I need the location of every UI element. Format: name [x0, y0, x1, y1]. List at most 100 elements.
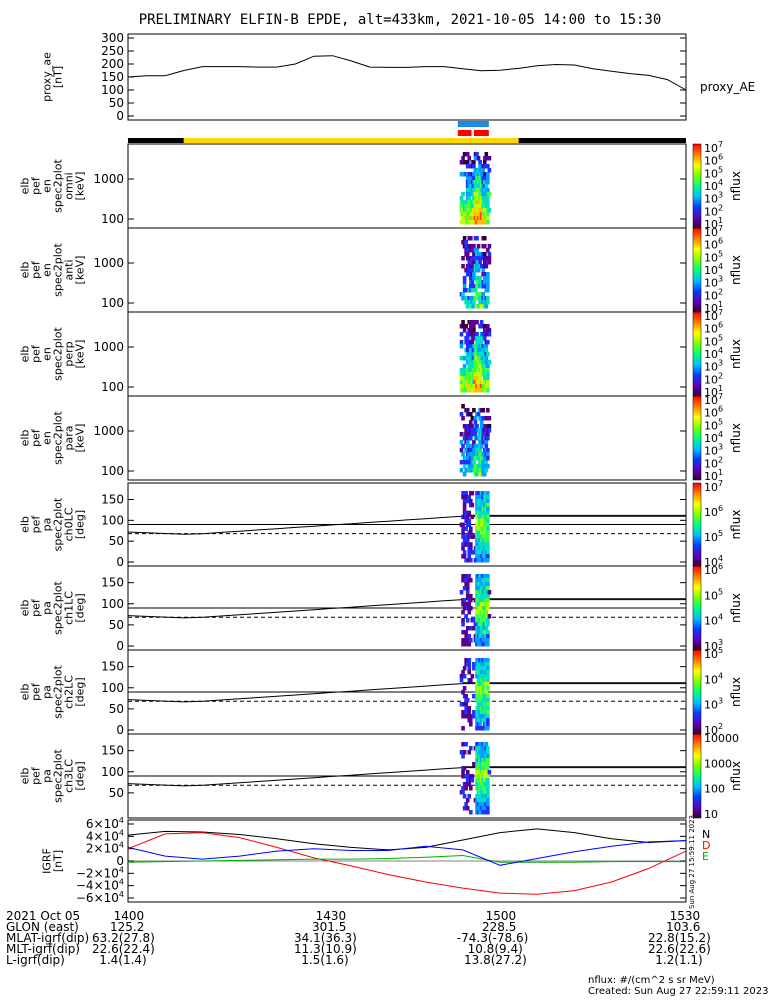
- spec-omni-ticklabel-1: 100: [101, 212, 124, 226]
- pitch-ch1LC-ticklabel-3: 0: [116, 639, 124, 653]
- igrf-ylabel-line-1: [nT]: [52, 850, 65, 872]
- pitch-ch2LC-cell-2-4: [462, 674, 467, 679]
- pitch-ch3LC-cell-0-2: [459, 750, 464, 755]
- pitch-ch2LC-ticklabel-2: 50: [109, 702, 124, 716]
- pitch-ch0LC-cell-17-1: [486, 494, 490, 500]
- footer-value-3-0: 22.6(22.4): [92, 942, 155, 956]
- igrf-legend-N: N: [702, 828, 710, 841]
- spec-perp-cell-0-5: [459, 340, 464, 345]
- spec-omni-cell-2-2: [462, 160, 467, 165]
- spec-perp-colorbar-bar: [692, 311, 702, 397]
- spec-anti-cell-10-0: [475, 236, 479, 241]
- spec-para-cell-16-5: [484, 424, 489, 429]
- pitch-ch1LC-cell-0-4: [459, 590, 464, 595]
- spec-anti-cell-14-8: [481, 268, 485, 273]
- pitch-ch2LC-cell-11-7: [476, 686, 481, 691]
- pitch-ch1LC-cell-3-10: [464, 614, 468, 619]
- pitch-ch3LC-cell-17-13: [486, 794, 490, 799]
- spec-para-cell-1-10: [461, 444, 465, 449]
- pitch-ch1LC-cell-10-4: [475, 590, 479, 595]
- pitch-ch0LC-cell-15-7: [482, 518, 487, 524]
- spec-perp-cell-2-2: [462, 328, 467, 333]
- pitch-ch3LC-cell-5-2: [467, 750, 472, 755]
- spec-para-colorbar-label-1: 106: [704, 405, 723, 420]
- spec-anti-cell-8-2: [472, 244, 476, 249]
- spec-para-cell-17-13: [486, 456, 490, 461]
- pitch-ch3LC-cell-2-13: [462, 794, 467, 799]
- spec-anti-cell-10-3: [475, 248, 479, 253]
- pitch-ch1LC-ylabel-line-4: ch1LC: [63, 591, 76, 625]
- footer-label-1: GLON (east): [6, 920, 79, 934]
- spec-anti-cell-10-14: [475, 292, 479, 297]
- pitch-ch2LC-cell-8-13: [472, 710, 476, 715]
- pitch-ch1LC-cell-1-17: [461, 642, 465, 647]
- pitch-ch3LC-cell-17-8: [486, 774, 490, 779]
- pitch-ch1LC-cell-3-1: [464, 578, 468, 583]
- spec-omni-cell-14-4: [481, 168, 485, 173]
- pitch-ch2LC-cell-17-11: [486, 702, 490, 707]
- spec-omni-cell-5-1: [467, 156, 472, 161]
- pitch-ch3LC-cell-17-11: [486, 786, 490, 791]
- spec-para-cell-12-6: [478, 428, 482, 433]
- pitch-ch1LC-cell-17-7: [486, 602, 490, 607]
- igrf-series-N: [127, 828, 687, 851]
- pitch-ch1LC-colorbar-label-0: 106: [704, 562, 723, 577]
- spec-anti-cell-16-5: [484, 256, 489, 261]
- spec-anti-cell-15-2: [482, 244, 487, 249]
- spec-para-cell-6-8: [469, 436, 473, 441]
- spec-perp-cell-16-9: [484, 356, 489, 361]
- pitch-ch1LC-losscone-line: [127, 599, 686, 619]
- spec-anti-cell-4-5: [465, 256, 470, 261]
- spec-para-cell-9-6: [473, 428, 478, 433]
- pitch-ch3LC-colorbar-label-0: 10000: [704, 732, 739, 745]
- pitch-ch2LC-cell-6-15: [469, 718, 473, 723]
- pitch-ch3LC-ylabel-line-2: pa: [41, 769, 54, 783]
- pitch-ch3LC-cell-3-10: [464, 782, 468, 787]
- spec-perp-cell-0-3: [459, 332, 464, 337]
- spec-anti-colorbar-label-1: 106: [704, 237, 723, 252]
- pitch-ch3LC-cell-8-5: [472, 762, 476, 767]
- spec-omni-cell-17-11: [486, 196, 490, 201]
- pitch-ch2LC-cell-2-2: [462, 666, 467, 671]
- pitch-ch0LC-colorbar-label-0: 107: [704, 479, 723, 494]
- spec-omni-cell-12-3: [478, 164, 482, 169]
- spec-omni-cell-9-1: [473, 156, 478, 161]
- footer-value-2-3: 22.8(15.2): [648, 931, 711, 945]
- spec-perp-frame: [127, 311, 687, 397]
- pitch-ch0LC-cell-15-8: [482, 522, 487, 527]
- spec-anti-cell-12-6: [478, 260, 482, 265]
- pitch-ch2LC-cell-11-10: [476, 698, 481, 703]
- pitch-ch3LC-cell-17-12: [486, 790, 490, 795]
- pitch-ch0LC-cell-17-17: [486, 558, 490, 563]
- spec-perp-cell-2-9: [462, 356, 467, 361]
- pitch-ch0LC-cell-13-5: [479, 510, 484, 516]
- spec-anti-colorbar-label-5: 102: [704, 287, 723, 302]
- pitch-ch0LC-cell-3-0: [464, 491, 468, 496]
- created-stamp: Created: Sun Aug 27 22:59:11 2023: [588, 986, 769, 997]
- spec-omni-cell-17-15: [486, 212, 490, 217]
- spec-perp-cell-6-0: [469, 320, 473, 325]
- spec-para-cell-1-3: [461, 416, 465, 421]
- spec-para-cell-16-10: [484, 444, 489, 449]
- spec-omni-cell-5-3: [467, 164, 472, 169]
- pitch-ch3LC-cell-4-16: [465, 806, 470, 811]
- pitch-ch1LC-ticklabel-1: 100: [101, 597, 124, 611]
- pitch-ch1LC-cell-5-0: [467, 574, 472, 579]
- pitch-ch1LC-colorbar-label-3: 103: [704, 638, 723, 653]
- spec-omni-colorbar-label-0: 107: [704, 140, 723, 155]
- spec-perp-cell-0-9: [459, 356, 464, 361]
- spec-para-cell-12-3: [478, 416, 482, 421]
- pitch-ch3LC-cell-17-16: [486, 806, 490, 811]
- pitch-ch1LC-cell-16-9: [484, 610, 489, 615]
- pitch-ch2LC-ylabel-line-4: ch2LC: [63, 675, 76, 709]
- pitch-ch1LC-cell-17-5: [486, 594, 490, 599]
- spec-perp-ylabel-line-1: pef: [30, 344, 43, 363]
- igrf-legend-D: D: [702, 839, 710, 852]
- proxy-ae-ticklabel-5: 50: [109, 96, 124, 110]
- spec-omni-cell-0-13: [459, 204, 464, 209]
- spec-omni-cell-16-8: [484, 184, 489, 189]
- pitch-ch1LC-cell-6-8: [469, 606, 473, 611]
- spec-omni-colorbar-label-5: 102: [704, 203, 723, 218]
- spec-anti-cell-11-8: [476, 268, 481, 273]
- pitch-ch1LC-cell-2-8: [462, 606, 467, 611]
